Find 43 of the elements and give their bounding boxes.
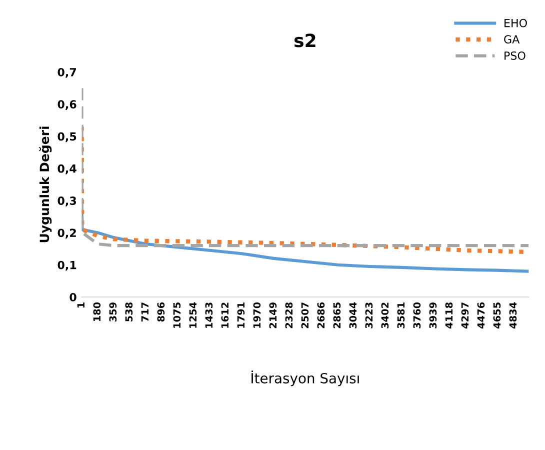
y-tick-label: 0,6 [58, 100, 76, 110]
y-tick-label: 0,5 [58, 132, 76, 142]
x-tick-label: 1433 [205, 302, 213, 328]
chart-title: s2 [294, 34, 316, 48]
x-tick-label: 1075 [173, 302, 181, 328]
x-tick-label: 2149 [269, 302, 277, 328]
x-tick-label: 4834 [509, 302, 517, 328]
x-axis-title: İterasyon Sayısı [252, 370, 359, 386]
x-tick-label: 2865 [333, 302, 341, 328]
x-tick-label: 3402 [381, 302, 389, 328]
y-tick-label: 0,2 [58, 228, 76, 239]
y-tick-label: 0 [70, 292, 76, 302]
x-tick-label: 4118 [445, 302, 453, 328]
x-tick-label: 3939 [429, 302, 437, 328]
x-tick-label: 3044 [349, 302, 357, 328]
y-tick-label: 0,3 [58, 196, 76, 206]
x-tick-label: 359 [109, 302, 117, 322]
x-tick-label: 4297 [461, 302, 469, 328]
y-tick-label: 0,1 [58, 260, 76, 271]
y-tick-label: 0,7 [58, 68, 76, 78]
x-tick-label: 1970 [253, 302, 261, 328]
legend-label: PSO [504, 51, 526, 60]
x-tick-label: 717 [141, 302, 148, 322]
x-tick-label: 3581 [397, 302, 405, 328]
x-tick-label: 180 [93, 302, 101, 322]
line-series [82, 86, 529, 248]
x-tick-label: 2328 [285, 302, 293, 328]
x-tick-label: 1 [77, 302, 84, 308]
x-tick-label: 2507 [301, 302, 309, 328]
x-tick-label: 4476 [477, 302, 485, 328]
x-tick-label: 1791 [237, 302, 245, 328]
x-tick-label: 1254 [189, 302, 197, 328]
legend-label: EHO [504, 18, 527, 28]
x-tick-label: 3223 [365, 302, 373, 328]
x-tick-label: 3760 [413, 302, 421, 328]
y-axis-title: Uygunluk Değeri [39, 126, 52, 242]
x-tick-label: 2686 [317, 302, 325, 328]
x-tick-label: 896 [157, 302, 165, 322]
x-tick-label: 1612 [221, 302, 229, 328]
legend-label: GA [504, 35, 520, 44]
y-tick-label: 0,4 [58, 164, 76, 174]
x-tick-label: 538 [125, 302, 133, 322]
x-tick-label: 4655 [493, 302, 501, 328]
